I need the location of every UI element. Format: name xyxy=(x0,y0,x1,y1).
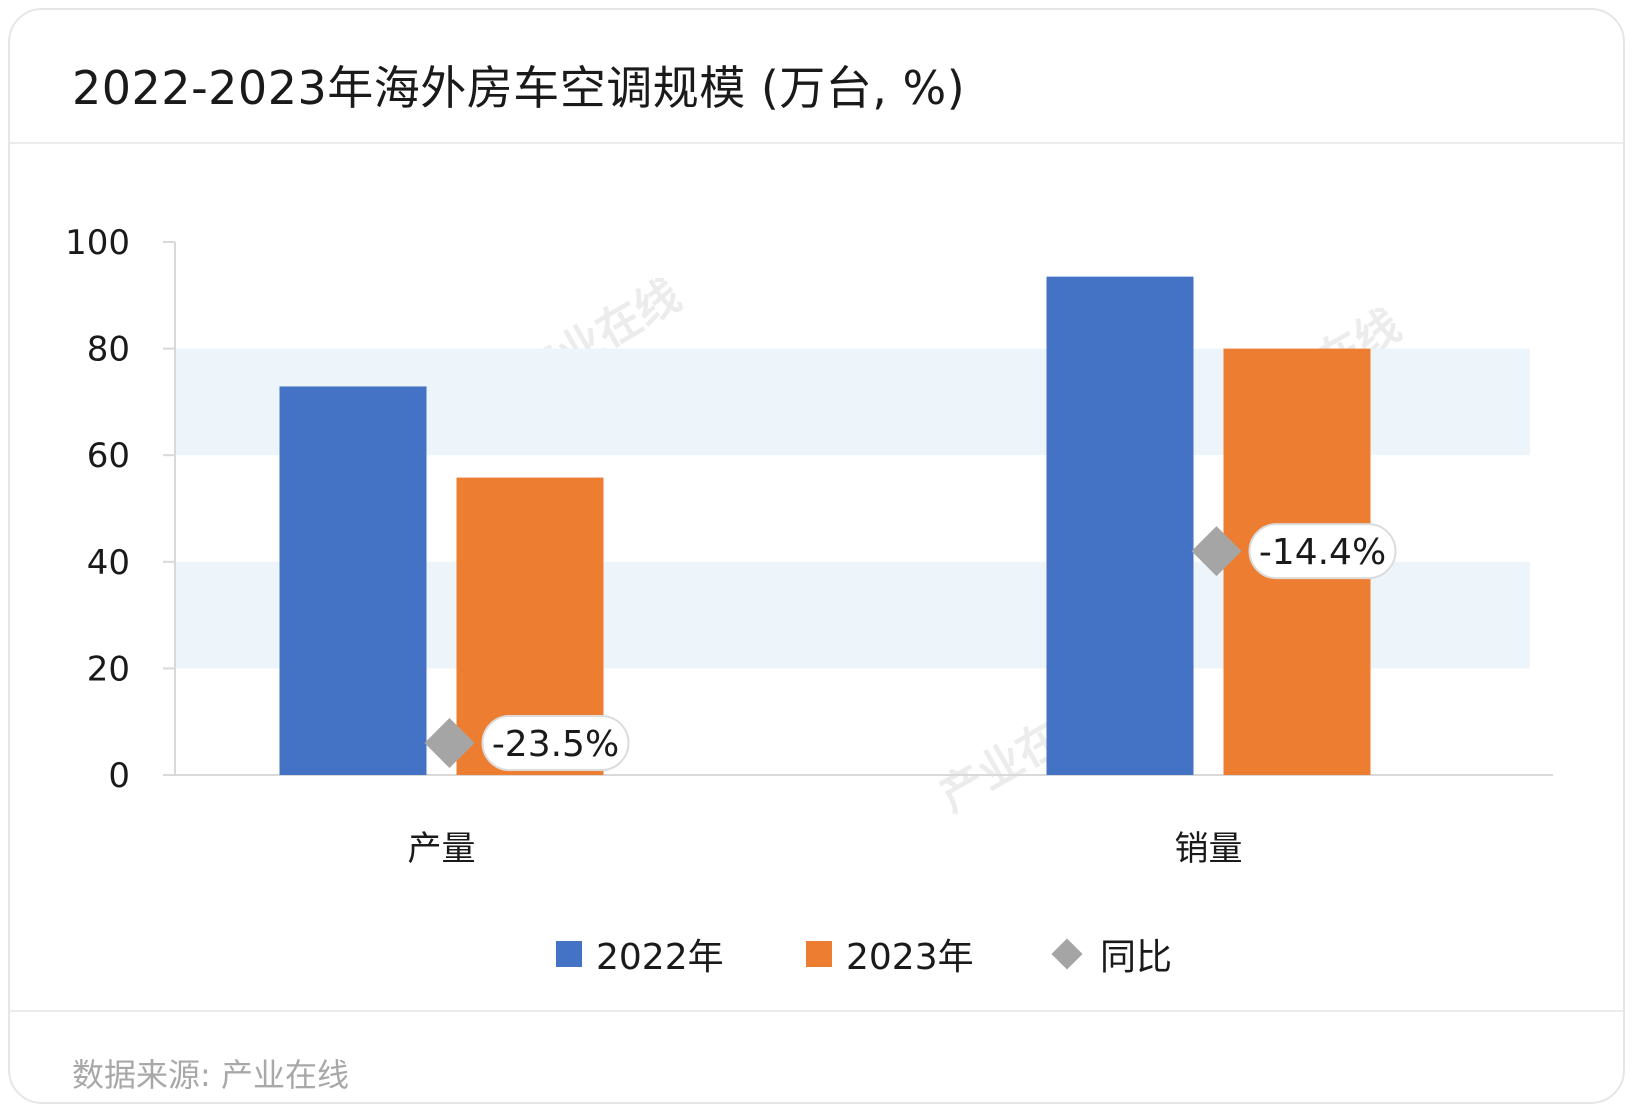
data-source: 数据来源: 产业在线 xyxy=(72,1056,349,1094)
chart-title: 2022-2023年海外房车空调规模 (万台, %) xyxy=(72,61,966,115)
legend-label-2022: 2022年 xyxy=(596,937,724,978)
yoy-overlay: -23.5% -14.4% xyxy=(424,523,1397,772)
y-tick-label-1: 20 xyxy=(87,649,130,689)
legend-label-yoy: 同比 xyxy=(1100,937,1173,978)
header-divider xyxy=(10,142,1623,144)
legend-label-2023: 2023年 xyxy=(846,937,974,978)
bar-0-0 xyxy=(279,386,427,775)
footer-divider xyxy=(10,1010,1623,1012)
yoy-label-box-1 xyxy=(1248,523,1397,580)
legend-swatch-2023 xyxy=(806,941,832,967)
chart-legend: 2022年 2023年 同比 xyxy=(0,928,1635,978)
yoy-label-1: -14.4% xyxy=(1259,532,1386,573)
bar-1-0 xyxy=(1046,276,1194,775)
category-label-0: 产量 xyxy=(408,829,476,869)
legend-item-2023[interactable]: 2023年 xyxy=(806,928,974,980)
legend-diamond-icon xyxy=(1051,938,1083,970)
y-tick-label-2: 40 xyxy=(87,543,130,583)
y-tick-label-0: 0 xyxy=(108,756,130,796)
axis-labels: 0 20 40 60 80 100 产量 销量 xyxy=(65,223,1242,869)
y-tick-label-3: 60 xyxy=(87,436,130,476)
y-tick-label-5: 100 xyxy=(65,223,130,263)
yoy-label-box-0 xyxy=(481,715,630,772)
yoy-marker-0 xyxy=(424,718,475,769)
legend-swatch-2022 xyxy=(556,941,582,967)
legend-item-yoy[interactable]: 同比 xyxy=(1051,928,1173,980)
yoy-marker-1 xyxy=(1191,526,1242,577)
y-tick-label-4: 80 xyxy=(87,330,130,370)
legend-item-2022[interactable]: 2022年 xyxy=(556,928,724,980)
yoy-label-0: -23.5% xyxy=(492,724,619,765)
category-label-1: 销量 xyxy=(1175,829,1243,869)
